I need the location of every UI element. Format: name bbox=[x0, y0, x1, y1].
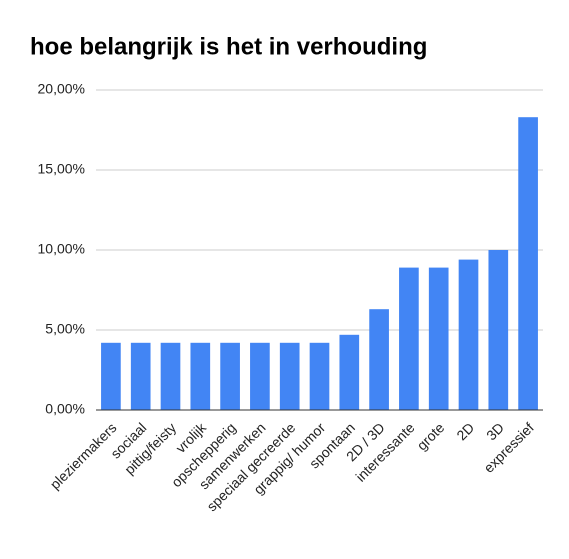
x-tick-label: grote bbox=[414, 419, 448, 453]
bar bbox=[488, 250, 509, 410]
bar bbox=[160, 342, 181, 410]
y-tick-label: 0,00% bbox=[45, 401, 85, 417]
bar bbox=[369, 309, 389, 410]
x-tick-label: 3D bbox=[483, 419, 507, 443]
bar bbox=[339, 334, 360, 410]
y-tick-label: 20,00% bbox=[38, 81, 85, 97]
bar bbox=[279, 342, 300, 410]
bar bbox=[309, 342, 330, 410]
y-tick-label: 15,00% bbox=[38, 161, 85, 177]
bar bbox=[399, 267, 419, 410]
chart-title: hoe belangrijk is het in verhouding bbox=[30, 33, 427, 60]
x-tick-label: pleziermakers bbox=[47, 419, 120, 492]
bar bbox=[518, 117, 538, 410]
bar bbox=[428, 267, 449, 410]
bar bbox=[190, 342, 211, 410]
bar bbox=[130, 342, 151, 410]
bar bbox=[101, 342, 121, 410]
x-tick-label: 2D bbox=[453, 419, 477, 443]
y-tick-label: 5,00% bbox=[45, 321, 85, 337]
bar bbox=[458, 259, 479, 410]
bar bbox=[250, 342, 270, 410]
y-tick-label: 10,00% bbox=[38, 241, 85, 257]
bar bbox=[220, 342, 240, 410]
